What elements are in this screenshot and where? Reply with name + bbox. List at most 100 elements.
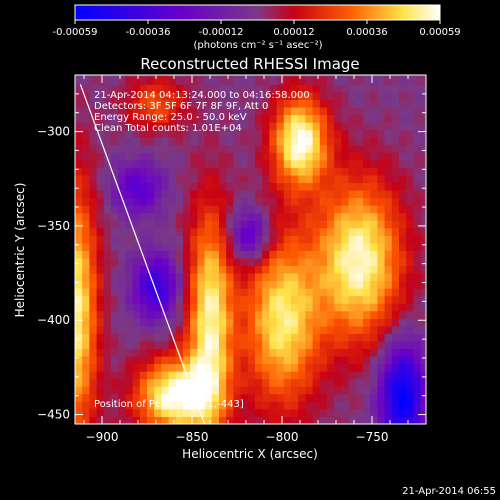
heatmap-cell — [291, 144, 299, 153]
heatmap-cell — [377, 144, 386, 153]
heatmap-cell — [370, 386, 378, 395]
heatmap-cell — [190, 393, 198, 402]
heatmap-cell — [312, 107, 321, 116]
heatmap-cell — [269, 250, 278, 259]
heatmap-cell — [269, 340, 278, 350]
heatmap-cell — [154, 333, 162, 342]
heatmap-cell — [305, 303, 314, 312]
heatmap-cell — [190, 363, 198, 372]
heatmap-cell — [348, 152, 357, 161]
heatmap-cell — [377, 408, 386, 417]
heatmap-cell — [298, 356, 306, 365]
heatmap-cell — [96, 205, 105, 214]
heatmap-cell — [420, 288, 426, 297]
heatmap-cell — [197, 310, 206, 319]
heatmap-cell — [283, 167, 292, 176]
heatmap-cell — [298, 303, 306, 312]
heatmap-cell — [125, 408, 134, 417]
heatmap-cell — [111, 159, 119, 168]
heatmap-cell — [283, 242, 292, 251]
heatmap-cell — [190, 227, 198, 236]
heatmap-cell — [233, 91, 242, 101]
heatmap-cell — [183, 310, 191, 319]
heatmap-cell — [125, 174, 134, 184]
heatmap-cell — [262, 265, 270, 274]
heatmap-cell — [298, 295, 306, 304]
heatmap-cell — [355, 265, 364, 274]
heatmap-cell — [233, 333, 242, 342]
heatmap-cell — [118, 250, 126, 259]
heatmap-cell — [420, 250, 426, 259]
heatmap-cell — [319, 205, 328, 214]
heatmap-cell — [175, 348, 184, 357]
heatmap-cell — [111, 333, 119, 342]
heatmap-cell — [75, 310, 83, 319]
heatmap-cell — [211, 122, 220, 131]
heatmap-cell — [204, 273, 213, 282]
heatmap-cell — [204, 295, 213, 304]
heatmap-cell — [255, 356, 263, 365]
heatmap-cell — [111, 363, 119, 372]
heatmap-cell — [319, 152, 328, 161]
heatmap-cell — [204, 114, 213, 123]
heatmap-cell — [327, 91, 335, 101]
heatmap-cell — [399, 333, 407, 342]
heatmap-cell — [103, 144, 112, 153]
heatmap-cell — [89, 182, 98, 191]
heatmap-cell — [391, 333, 400, 342]
heatmap-cell — [420, 401, 426, 410]
heatmap-cell — [327, 242, 335, 251]
heatmap-cell — [276, 393, 285, 402]
heatmap-cell — [197, 152, 206, 161]
heatmap-cell — [103, 378, 112, 387]
heatmap-cell — [255, 257, 263, 267]
heatmap-cell — [391, 159, 400, 168]
heatmap-cell — [370, 212, 378, 221]
heatmap-cell — [319, 288, 328, 297]
heatmap-cell — [96, 280, 105, 289]
heatmap-cell — [111, 356, 119, 365]
heatmap-cell — [89, 220, 98, 229]
heatmap-cell — [211, 318, 220, 327]
heatmap-cell — [132, 137, 141, 146]
heatmap-cell — [183, 167, 191, 176]
heatmap-cell — [219, 167, 227, 176]
heatmap-cell — [341, 137, 350, 146]
y-tick-label: −300 — [37, 125, 70, 139]
heatmap-cell — [291, 235, 299, 244]
heatmap-cell — [355, 190, 364, 199]
heatmap-cell — [269, 363, 278, 372]
heatmap-cell — [125, 84, 134, 93]
heatmap-cell — [262, 212, 270, 221]
heatmap-cell — [247, 333, 256, 342]
heatmap-cell — [190, 205, 198, 214]
heatmap-cell — [233, 227, 242, 236]
heatmap-cell — [204, 122, 213, 131]
heatmap-cell — [154, 303, 162, 312]
heatmap-cell — [103, 401, 112, 410]
heatmap-cell — [82, 84, 90, 93]
heatmap-cell — [298, 265, 306, 274]
heatmap-cell — [319, 386, 328, 395]
heatmap-cell — [125, 325, 134, 334]
heatmap-cell — [211, 295, 220, 304]
heatmap-cell — [399, 137, 407, 146]
heatmap-cell — [262, 340, 270, 350]
heatmap-cell — [312, 122, 321, 131]
heatmap-cell — [89, 122, 98, 131]
heatmap-cell — [226, 386, 234, 395]
heatmap-cell — [312, 288, 321, 297]
heatmap-cell — [334, 371, 342, 380]
heatmap-cell — [118, 401, 126, 410]
heatmap-cell — [96, 318, 105, 327]
heatmap-cell — [111, 280, 119, 289]
heatmap-cell — [291, 310, 299, 319]
heatmap-cell — [291, 242, 299, 251]
heatmap-cell — [269, 288, 278, 297]
heatmap-cell — [384, 348, 393, 357]
heatmap-cell — [240, 318, 249, 327]
heatmap-cell — [305, 288, 314, 297]
heatmap-cell — [276, 265, 285, 274]
heatmap-cell — [211, 159, 220, 168]
heatmap-cell — [269, 408, 278, 417]
